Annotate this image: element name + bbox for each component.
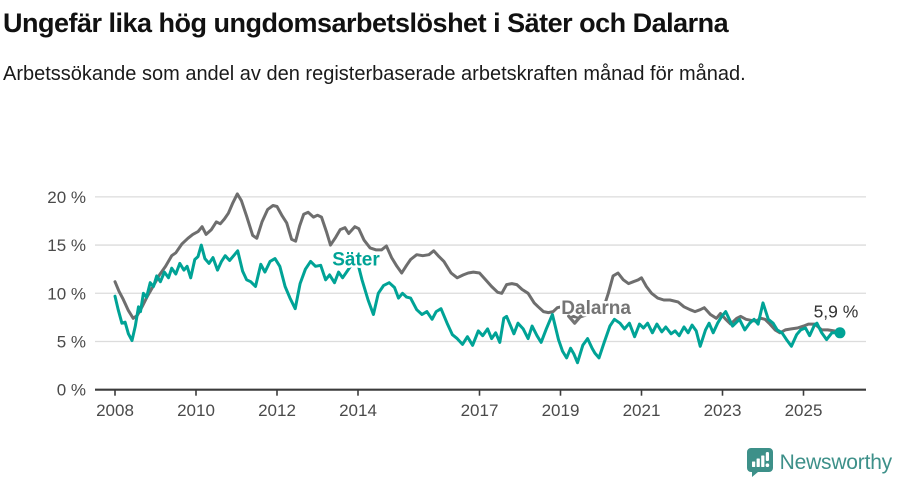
dalarna-chevron <box>567 314 583 325</box>
x-tick-label: 2012 <box>258 401 296 420</box>
x-tick-label: 2014 <box>339 401 377 420</box>
sater-end-dot <box>834 327 846 339</box>
page-title: Ungefär lika hög ungdomsarbetslöshet i S… <box>3 8 729 38</box>
x-tick-label: 2021 <box>623 401 661 420</box>
sater-label: Säter <box>332 249 380 270</box>
y-tick-label: 20 % <box>47 188 86 207</box>
newsworthy-logo: Newsworthy <box>746 448 893 477</box>
sater-line <box>113 243 842 365</box>
x-tick-label: 2025 <box>785 401 823 420</box>
y-tick-label: 5 % <box>57 332 86 351</box>
y-tick-label: 10 % <box>47 284 86 303</box>
x-tick-label: 2008 <box>96 401 134 420</box>
x-tick-label: 2010 <box>177 401 215 420</box>
chart-subtitle: Arbetssökande som andel av den registerb… <box>3 63 746 86</box>
y-tick-label: 0 % <box>57 381 86 400</box>
x-tick-label: 2023 <box>704 401 742 420</box>
brand-name: Newsworthy <box>779 450 893 474</box>
x-tick-label: 2017 <box>461 401 499 420</box>
x-tick-label: 2019 <box>542 401 580 420</box>
dalarna-line <box>113 192 842 335</box>
latest-value-annotation: 5,9 % <box>814 301 859 321</box>
newsworthy-bubble-icon <box>746 448 773 477</box>
dalarna-label: Dalarna <box>561 298 631 319</box>
unemployment-line-chart: 0 % 5 % 10 % 15 % 20 % 2008 2010 2012 2014 2017 20… <box>47 188 866 420</box>
y-tick-label: 15 % <box>47 236 86 255</box>
